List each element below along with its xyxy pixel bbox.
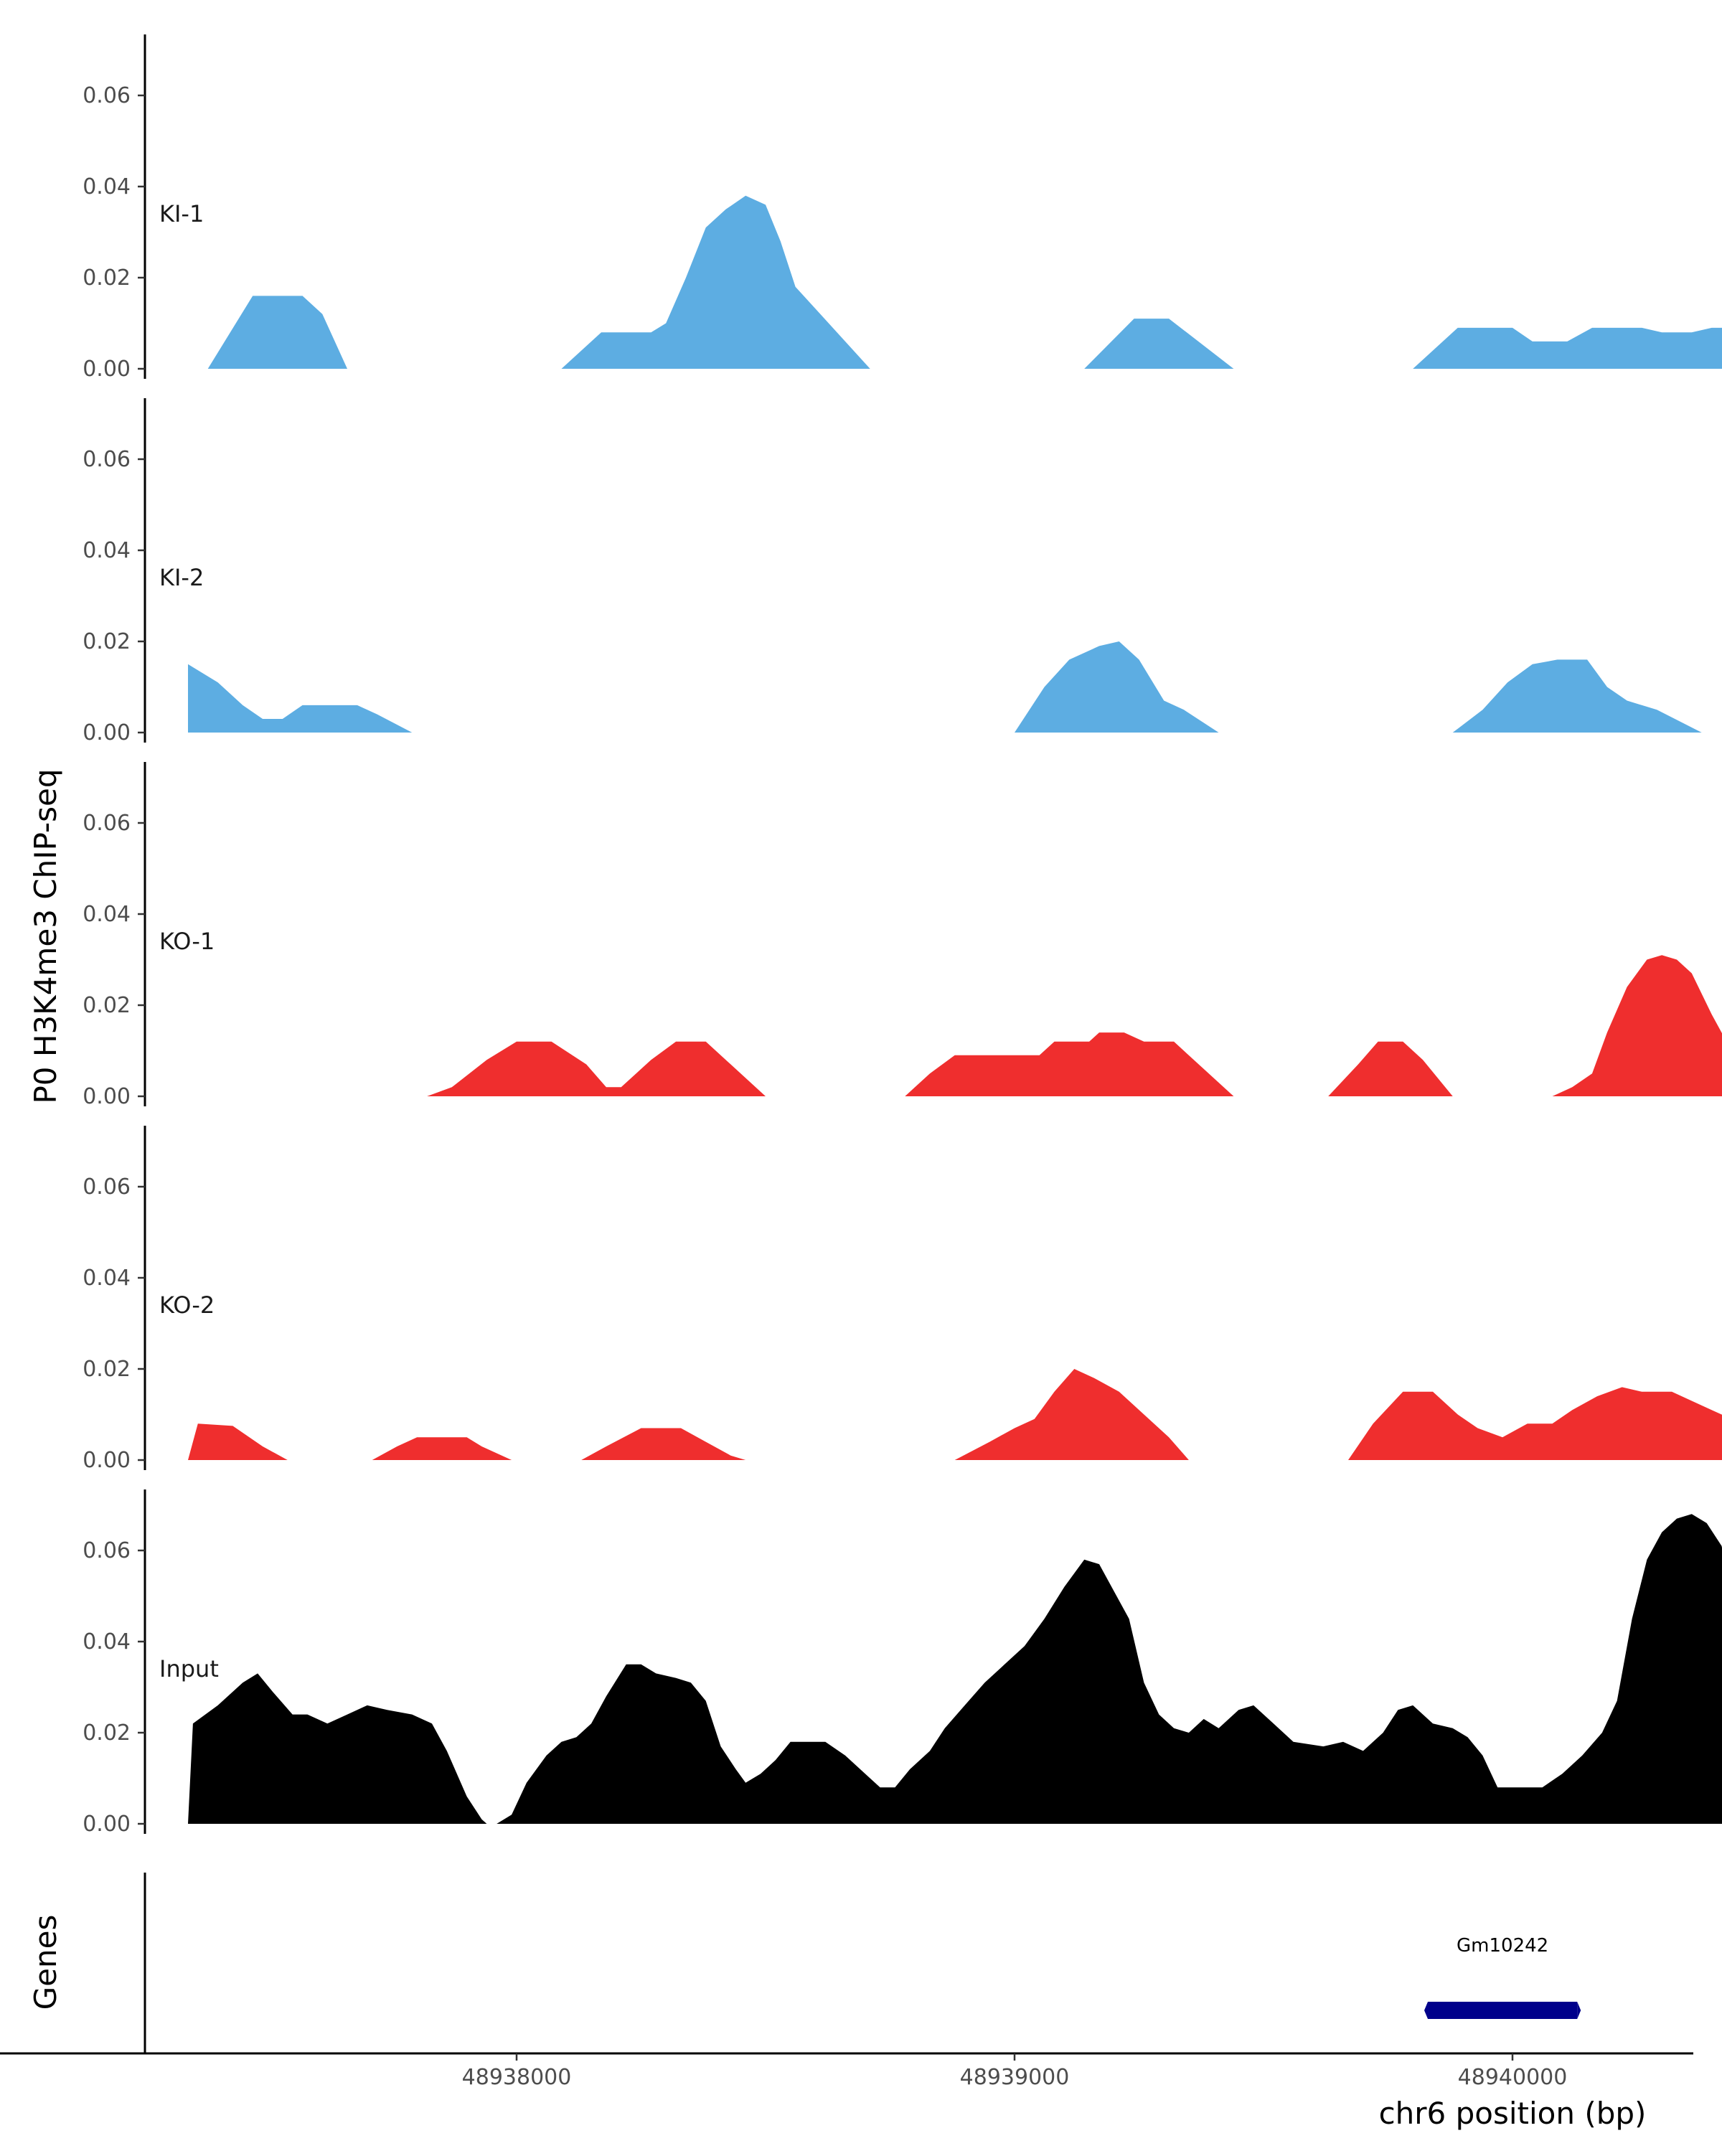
gene-label: Gm10242 — [1457, 1935, 1548, 1957]
track-label: KO-1 — [159, 928, 215, 955]
track-label: KI-2 — [159, 564, 204, 591]
gene-body — [1428, 2002, 1578, 2019]
y-tick-label: 0.00 — [83, 1812, 131, 1837]
y-tick-label: 0.04 — [83, 1629, 131, 1654]
y-tick-label: 0.02 — [83, 1357, 131, 1382]
y-tick-label: 0.00 — [83, 1084, 131, 1109]
y-tick-label: 0.04 — [83, 538, 131, 563]
y-tick-label: 0.00 — [83, 720, 131, 745]
track-ko-2: 0.00 0.02 0.04 0.06 KO-2 — [83, 1126, 1722, 1473]
track-label: KO-2 — [159, 1291, 215, 1319]
y-tick-label: 0.06 — [83, 83, 131, 108]
track-input: 0.00 0.02 0.04 0.06 Input — [83, 1489, 1722, 1837]
y-axis-title: P0 H3K4me3 ChIP-seq — [28, 768, 63, 1103]
y-tick-label: 0.02 — [83, 265, 131, 291]
track-ko-1: 0.00 0.02 0.04 0.06 KO-1 — [83, 762, 1722, 1109]
x-tick-label: 48940000 — [1458, 2065, 1568, 2090]
y-tick-label: 0.06 — [83, 1538, 131, 1563]
track-label: KI-1 — [159, 200, 204, 227]
y-tick-label: 0.06 — [83, 811, 131, 836]
genes-axis-title: Genes — [28, 1915, 63, 2010]
signal-area-input — [188, 1514, 1722, 1824]
y-tick-label: 0.04 — [83, 902, 131, 927]
signal-area-ki-1 — [207, 195, 1722, 369]
y-tick-label: 0.00 — [83, 1448, 131, 1473]
genes-panel: Gm10242 — [144, 1873, 1581, 2053]
y-tick-label: 0.04 — [83, 174, 131, 199]
signal-area-ko-2 — [188, 1369, 1722, 1460]
signal-area-ko-1 — [427, 955, 1722, 1096]
tracks-layer: 0.00 0.02 0.04 0.06 KI-1 0.00 0.02 0.04 0.06 KI-2… — [83, 34, 1722, 1837]
track-ki-1: 0.00 0.02 0.04 0.06 KI-1 — [83, 34, 1722, 382]
x-tick-label: 48938000 — [462, 2065, 572, 2090]
y-tick-label: 0.02 — [83, 1720, 131, 1746]
y-tick-label: 0.02 — [83, 993, 131, 1018]
track-ki-2: 0.00 0.02 0.04 0.06 KI-2 — [83, 398, 1722, 745]
y-tick-label: 0.02 — [83, 629, 131, 654]
y-tick-label: 0.00 — [83, 357, 131, 382]
y-tick-label: 0.06 — [83, 1174, 131, 1200]
track-label: Input — [159, 1655, 219, 1682]
x-axis: 4893800048939000489400004894100048942000 — [0, 2052, 1693, 2090]
y-tick-label: 0.04 — [83, 1266, 131, 1291]
signal-area-ki-2 — [188, 641, 1722, 733]
y-tick-label: 0.06 — [83, 447, 131, 472]
x-axis-title: chr6 position (bp) — [1379, 2096, 1647, 2131]
x-tick-label: 48939000 — [960, 2065, 1070, 2090]
